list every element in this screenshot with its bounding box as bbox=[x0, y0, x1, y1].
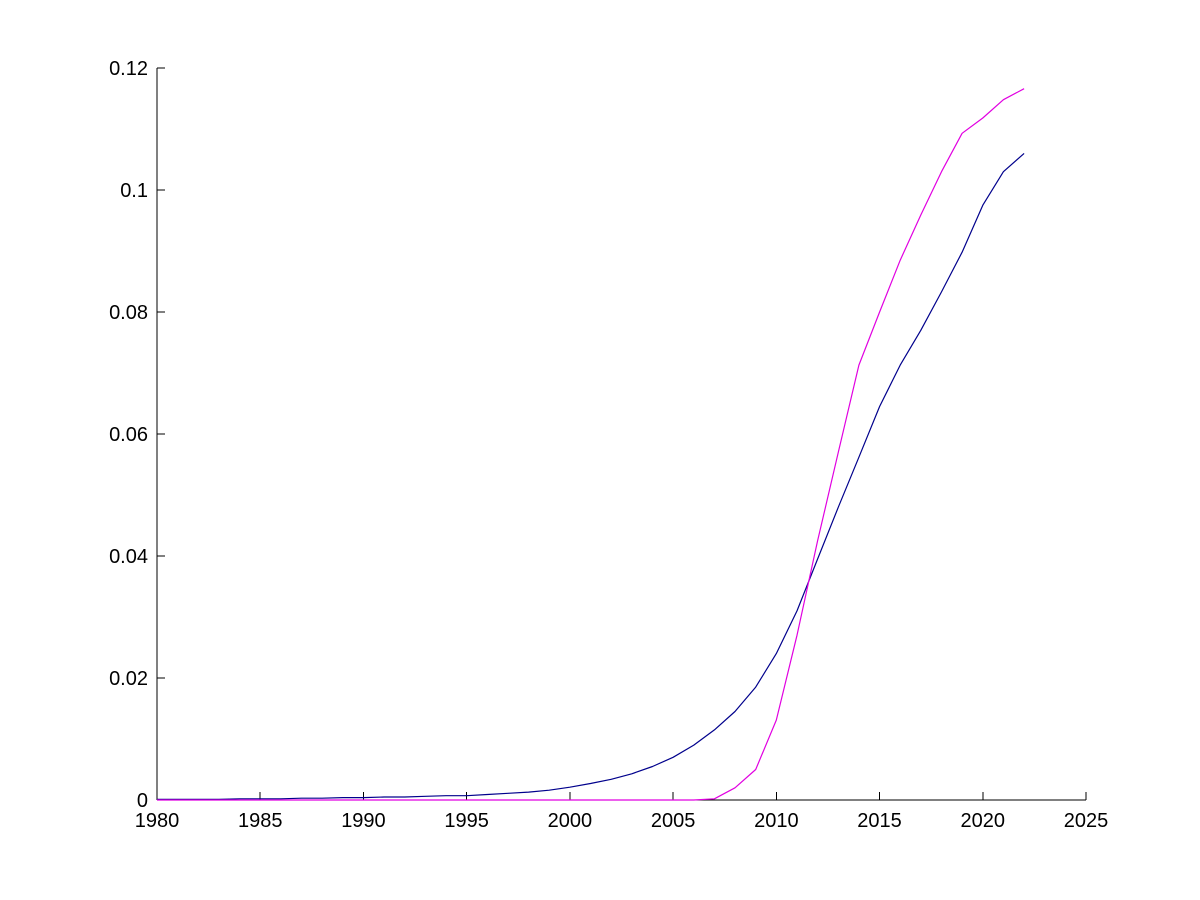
series-line-magenta-curve bbox=[157, 88, 1025, 801]
y-tick-label: 0.08 bbox=[109, 302, 148, 324]
x-tick-label: 1985 bbox=[238, 810, 283, 832]
y-tick-label: 0.02 bbox=[109, 668, 148, 690]
y-tick-label: 0.1 bbox=[120, 180, 148, 202]
series-line-navy-curve bbox=[157, 152, 1025, 801]
x-tick-label: 2005 bbox=[651, 810, 696, 832]
x-tick-label: 2020 bbox=[961, 810, 1006, 832]
x-tick-label: 1995 bbox=[444, 810, 489, 832]
y-tick-label: 0.04 bbox=[109, 546, 148, 568]
y-tick-label: 0.12 bbox=[109, 58, 148, 80]
x-tick-label: 1990 bbox=[341, 810, 386, 832]
y-tick-label: 0 bbox=[137, 790, 148, 812]
x-tick-label: 2010 bbox=[754, 810, 799, 832]
y-tick-label: 0.06 bbox=[109, 424, 148, 446]
x-tick-label: 2025 bbox=[1064, 810, 1109, 832]
x-tick-label: 1980 bbox=[135, 810, 180, 832]
x-tick-label: 2000 bbox=[548, 810, 593, 832]
x-tick-label: 2015 bbox=[857, 810, 902, 832]
